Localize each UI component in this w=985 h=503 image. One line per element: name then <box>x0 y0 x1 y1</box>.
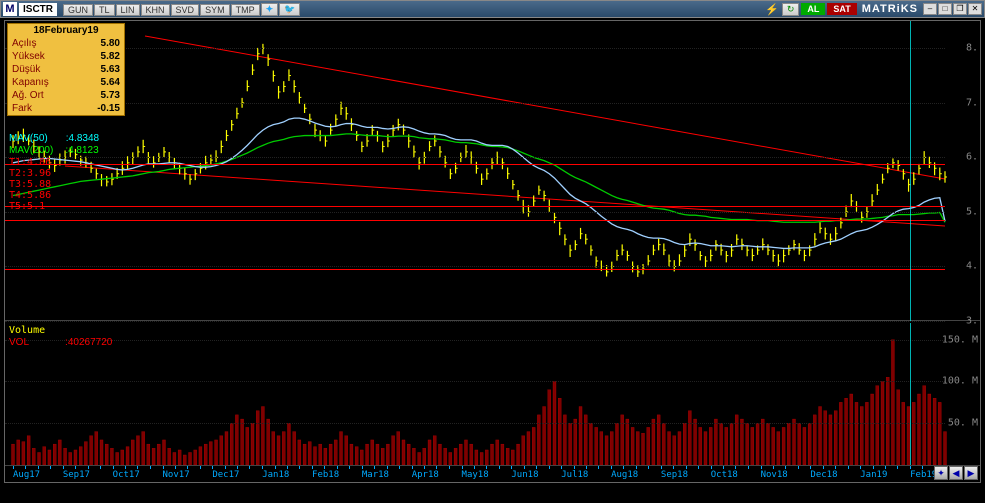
bird-icon[interactable]: 🐦 <box>279 3 300 16</box>
price-panel[interactable]: 3.4.5.6.7.8. <box>5 21 980 321</box>
chart-container: 3.4.5.6.7.8. 18February19 Açılış5.80Yüks… <box>4 20 981 483</box>
crosshair-vertical <box>910 21 911 321</box>
ohlc-row: Kapanış5.64 <box>8 76 124 89</box>
gun-button[interactable]: GUN <box>63 4 93 16</box>
horizontal-line <box>5 220 945 221</box>
flash-icon[interactable]: ⚡ <box>765 3 779 16</box>
date-label: Jan19 <box>860 470 887 480</box>
date-label: Apr18 <box>412 470 439 480</box>
volume-title: Volume <box>9 325 45 336</box>
volume-panel[interactable]: Volume VOL :40267720 50. M 100. M 150. M <box>5 323 980 465</box>
khn-button[interactable]: KHN <box>141 4 170 16</box>
date-label: Mar18 <box>362 470 389 480</box>
date-label: Aug17 <box>13 470 40 480</box>
date-label: Aug18 <box>611 470 638 480</box>
date-axis: Aug17 Sep17 Oct17 Nov17 Dec17 Jan18 Feb18 Mar18… <box>5 465 980 482</box>
trendline-label: T1:4.86 <box>9 157 51 168</box>
trendline-label: T4:5.86 <box>9 190 51 201</box>
date-label: Nov17 <box>163 470 190 480</box>
volume-chart <box>5 323 982 465</box>
volume-value-label: VOL :40267720 <box>9 337 112 348</box>
ohlc-row: Fark-0.15 <box>8 102 124 115</box>
ohlc-info-box: 18February19 Açılış5.80Yüksek5.82Düşük5.… <box>7 23 125 116</box>
nav-controls: ✦ ◀ ▶ <box>933 466 978 480</box>
ohlc-row: Düşük5.63 <box>8 63 124 76</box>
volume-tick: 100. M <box>942 376 978 387</box>
date-label: Dec17 <box>212 470 239 480</box>
maximize-button[interactable]: □ <box>938 3 952 15</box>
price-tick: 7. <box>966 97 978 108</box>
date-label: Nov18 <box>761 470 788 480</box>
price-tick: 4. <box>966 261 978 272</box>
minimize-button[interactable]: ‒ <box>923 3 937 15</box>
date-label: May18 <box>462 470 489 480</box>
tl-button[interactable]: TL <box>94 4 115 16</box>
volume-tick: 50. M <box>948 418 978 429</box>
title-bar: M ISCTR GUNTLLINKHNSVDSYMTMP ✦ 🐦 ⚡ ↻ AL … <box>0 0 985 18</box>
svd-button[interactable]: SVD <box>171 4 200 16</box>
lin-button[interactable]: LIN <box>116 4 140 16</box>
mav200-label: MAV(200) :4.8123 <box>9 145 99 156</box>
sell-button[interactable]: SAT <box>827 3 856 15</box>
refresh-icon[interactable]: ↻ <box>782 3 800 16</box>
price-tick: 5. <box>966 206 978 217</box>
buy-button[interactable]: AL <box>801 3 825 15</box>
ohlc-row: Açılış5.80 <box>8 37 124 50</box>
date-label: Oct18 <box>711 470 738 480</box>
ohlc-date: 18February19 <box>8 24 124 37</box>
horizontal-line <box>5 164 945 165</box>
brand-label: MATRiKS <box>862 3 918 15</box>
date-label: Sep17 <box>63 470 90 480</box>
ticker-symbol[interactable]: ISCTR <box>19 3 57 16</box>
restore-button[interactable]: ❐ <box>953 3 967 15</box>
sym-button[interactable]: SYM <box>200 4 230 16</box>
date-label: Feb18 <box>312 470 339 480</box>
scroll-left-button[interactable]: ◀ <box>949 466 963 480</box>
twitter-icon[interactable]: ✦ <box>261 3 279 16</box>
close-button[interactable]: ✕ <box>968 3 982 15</box>
date-label: Jun18 <box>511 470 538 480</box>
crosshair-vertical-vol <box>910 323 911 465</box>
ohlc-row: Yüksek5.82 <box>8 50 124 63</box>
tmp-button[interactable]: TMP <box>231 4 260 16</box>
trendline-label: T5:5.1 <box>9 201 45 212</box>
price-tick: 6. <box>966 152 978 163</box>
tool-button[interactable]: ✦ <box>934 466 948 480</box>
volume-tick: 150. M <box>942 334 978 345</box>
price-tick: 8. <box>966 43 978 54</box>
app-logo: M <box>3 2 17 16</box>
trendline-label: T2:3.96 <box>9 168 51 179</box>
scroll-right-button[interactable]: ▶ <box>964 466 978 480</box>
date-label: Oct17 <box>113 470 140 480</box>
date-label: Jul18 <box>561 470 588 480</box>
horizontal-line <box>5 206 945 207</box>
price-chart <box>5 21 982 321</box>
horizontal-line <box>5 269 945 270</box>
mav50-label: MAV(50) :4.8348 <box>9 133 99 144</box>
date-label: Jan18 <box>262 470 289 480</box>
trendline-label: T3:5.88 <box>9 179 51 190</box>
ohlc-row: Ağ. Ort5.73 <box>8 89 124 102</box>
date-label: Dec18 <box>810 470 837 480</box>
date-label: Sep18 <box>661 470 688 480</box>
